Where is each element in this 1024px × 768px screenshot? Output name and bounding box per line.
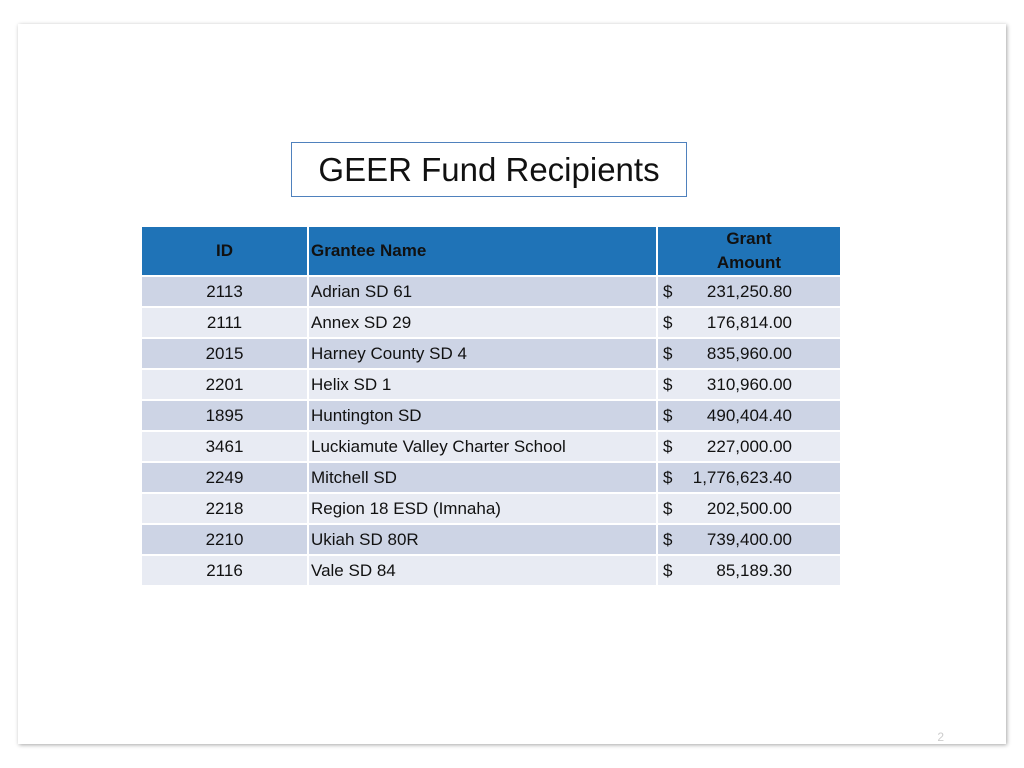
cell-grant-amount: $231,250.80 [656,275,842,308]
amount-value: 85,189.30 [716,560,792,580]
currency-symbol: $ [663,312,673,332]
header-grant-amount-line1: Grant [726,229,772,248]
table-row: 1895 Huntington SD $490,404.40 [140,399,842,432]
currency-symbol: $ [663,374,673,394]
cell-id: 2113 [140,275,309,308]
currency-symbol: $ [663,560,673,580]
cell-id: 1895 [140,399,309,432]
cell-grantee-name: Region 18 ESD (Imnaha) [307,492,658,525]
amount-value: 202,500.00 [706,498,792,518]
table-body: 2113 Adrian SD 61 $231,250.80 2111 Annex… [140,275,842,587]
header-id: ID [140,225,309,277]
currency-symbol: $ [663,529,673,549]
cell-grantee-name: Mitchell SD [307,461,658,494]
amount-value: 231,250.80 [706,281,792,301]
amount-value: 176,814.00 [706,312,792,332]
cell-grantee-name: Ukiah SD 80R [307,523,658,556]
cell-grant-amount: $202,500.00 [656,492,842,525]
table-row: 2111 Annex SD 29 $176,814.00 [140,306,842,339]
cell-grantee-name: Adrian SD 61 [307,275,658,308]
cell-grant-amount: $227,000.00 [656,430,842,463]
currency-symbol: $ [663,343,673,363]
amount-value: 227,000.00 [706,436,792,456]
cell-id: 2116 [140,554,309,587]
cell-grantee-name: Vale SD 84 [307,554,658,587]
slide: GEER Fund Recipients ID Grantee Name Gra… [18,24,1006,744]
cell-grant-amount: $739,400.00 [656,523,842,556]
cell-id: 2249 [140,461,309,494]
cell-grantee-name: Harney County SD 4 [307,337,658,370]
table-row: 2210 Ukiah SD 80R $739,400.00 [140,523,842,556]
slide-title: GEER Fund Recipients [291,142,687,197]
cell-id: 2111 [140,306,309,339]
cell-grantee-name: Luckiamute Valley Charter School [307,430,658,463]
header-grantee-name: Grantee Name [307,225,658,277]
header-grant-amount-line2: Amount [716,253,782,272]
currency-symbol: $ [663,405,673,425]
table-row: 2218 Region 18 ESD (Imnaha) $202,500.00 [140,492,842,525]
table-row: 2113 Adrian SD 61 $231,250.80 [140,275,842,308]
cell-grant-amount: $835,960.00 [656,337,842,370]
cell-id: 2210 [140,523,309,556]
grant-table: ID Grantee Name Grant Amount 2113 Adrian… [140,225,842,587]
cell-grant-amount: $85,189.30 [656,554,842,587]
table-header-row: ID Grantee Name Grant Amount [140,225,842,277]
amount-value: 739,400.00 [706,529,792,549]
amount-value: 835,960.00 [706,343,792,363]
cell-grantee-name: Huntington SD [307,399,658,432]
currency-symbol: $ [663,436,673,456]
table-row: 2116 Vale SD 84 $85,189.30 [140,554,842,587]
cell-id: 2201 [140,368,309,401]
cell-id: 2015 [140,337,309,370]
currency-symbol: $ [663,281,673,301]
amount-value: 490,404.40 [706,405,792,425]
table-row: 2015 Harney County SD 4 $835,960.00 [140,337,842,370]
cell-grant-amount: $176,814.00 [656,306,842,339]
table-row: 3461 Luckiamute Valley Charter School $2… [140,430,842,463]
page-number: 2 [937,730,944,744]
cell-id: 3461 [140,430,309,463]
amount-value: 1,776,623.40 [692,467,792,487]
cell-id: 2218 [140,492,309,525]
amount-value: 310,960.00 [706,374,792,394]
cell-grant-amount: $1,776,623.40 [656,461,842,494]
currency-symbol: $ [663,467,673,487]
cell-grantee-name: Annex SD 29 [307,306,658,339]
cell-grant-amount: $490,404.40 [656,399,842,432]
cell-grantee-name: Helix SD 1 [307,368,658,401]
header-grant-amount: Grant Amount [656,225,842,277]
table-row: 2249 Mitchell SD $1,776,623.40 [140,461,842,494]
table-row: 2201 Helix SD 1 $310,960.00 [140,368,842,401]
cell-grant-amount: $310,960.00 [656,368,842,401]
currency-symbol: $ [663,498,673,518]
